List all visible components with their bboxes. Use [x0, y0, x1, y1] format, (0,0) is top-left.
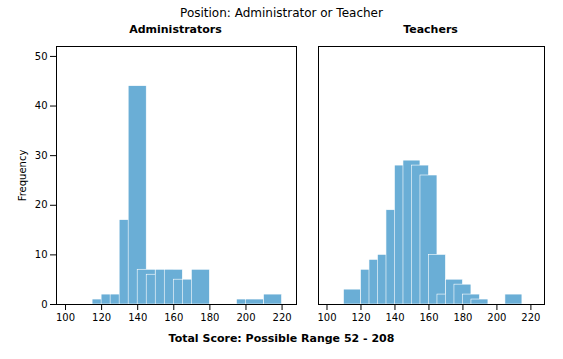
- svg-text:220: 220: [272, 312, 291, 323]
- html-text:Position: Administrator or Tea: Position: Administrator or Teacher: [180, 6, 383, 20]
- svg-text:10: 10: [34, 249, 47, 260]
- svg-text:100: 100: [317, 312, 336, 323]
- svg-text:180: 180: [200, 312, 219, 323]
- html-text:Total Score: Possible Range 52: Total Score: Possible Range 52 - 208: [168, 332, 395, 345]
- svg-text:30: 30: [34, 150, 47, 161]
- html-text:Administrators: Administrators: [129, 23, 222, 36]
- svg-text:50: 50: [34, 51, 47, 62]
- svg-text:180: 180: [453, 312, 472, 323]
- svg-text:Frequency: Frequency: [16, 150, 27, 202]
- svg-text:140: 140: [385, 312, 404, 323]
- svg-text:40: 40: [34, 100, 47, 111]
- svg-text:120: 120: [351, 312, 370, 323]
- svg-text:200: 200: [487, 312, 506, 323]
- svg-text:220: 220: [521, 312, 540, 323]
- svg-text:200: 200: [236, 312, 255, 323]
- html-text:Teachers: Teachers: [403, 23, 458, 36]
- svg-text:0: 0: [41, 299, 47, 310]
- svg-text:20: 20: [34, 199, 47, 210]
- svg-text:100: 100: [55, 312, 74, 323]
- svg-text:120: 120: [92, 312, 111, 323]
- svg-text:160: 160: [164, 312, 183, 323]
- svg-text:160: 160: [419, 312, 438, 323]
- svg-text:140: 140: [128, 312, 147, 323]
